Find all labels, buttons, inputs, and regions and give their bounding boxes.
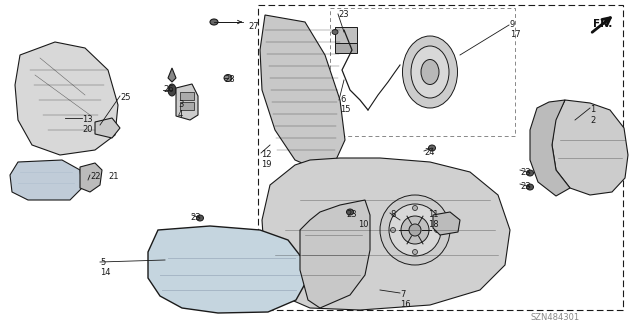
Ellipse shape <box>401 216 429 244</box>
Text: 5: 5 <box>100 258 105 267</box>
Text: 23: 23 <box>520 168 531 177</box>
Text: 28: 28 <box>224 75 235 84</box>
Text: 1: 1 <box>590 105 595 114</box>
Text: 10: 10 <box>358 220 369 229</box>
Text: 3: 3 <box>178 100 184 109</box>
Ellipse shape <box>413 205 417 211</box>
Ellipse shape <box>224 75 232 82</box>
PathPatch shape <box>148 226 306 313</box>
Text: 23: 23 <box>346 210 356 219</box>
Bar <box>335 43 357 53</box>
Text: 12: 12 <box>261 150 271 159</box>
Text: 4: 4 <box>178 110 183 119</box>
Text: SZN484301: SZN484301 <box>531 313 580 320</box>
Text: 7: 7 <box>400 290 405 299</box>
PathPatch shape <box>15 42 118 155</box>
PathPatch shape <box>262 158 510 310</box>
Bar <box>330 8 515 136</box>
Bar <box>180 92 194 100</box>
Ellipse shape <box>168 84 176 96</box>
Text: 14: 14 <box>100 268 111 277</box>
Text: 19: 19 <box>261 160 271 169</box>
Text: 26: 26 <box>163 85 173 94</box>
PathPatch shape <box>433 212 460 235</box>
Ellipse shape <box>389 204 441 256</box>
Ellipse shape <box>196 215 204 221</box>
Ellipse shape <box>355 219 362 226</box>
PathPatch shape <box>552 100 628 195</box>
Ellipse shape <box>403 36 458 108</box>
Text: 9: 9 <box>510 20 515 29</box>
Ellipse shape <box>527 170 534 176</box>
Text: 23: 23 <box>338 10 349 19</box>
Ellipse shape <box>413 250 417 254</box>
Ellipse shape <box>429 145 435 151</box>
Text: 8: 8 <box>390 210 396 219</box>
Text: 18: 18 <box>428 220 438 229</box>
PathPatch shape <box>176 84 198 120</box>
Ellipse shape <box>380 195 450 265</box>
Text: 20: 20 <box>82 125 93 134</box>
Text: FR.: FR. <box>593 19 612 29</box>
Text: 25: 25 <box>120 93 131 102</box>
Text: 23: 23 <box>190 213 200 222</box>
Ellipse shape <box>409 224 421 236</box>
Bar <box>180 102 194 110</box>
PathPatch shape <box>300 200 370 308</box>
Text: 23: 23 <box>520 182 531 191</box>
PathPatch shape <box>95 118 120 138</box>
Text: 21: 21 <box>108 172 118 181</box>
Ellipse shape <box>332 29 338 35</box>
Text: 6: 6 <box>340 95 346 104</box>
Ellipse shape <box>435 228 440 233</box>
Ellipse shape <box>346 209 353 215</box>
Text: 17: 17 <box>510 30 520 39</box>
Ellipse shape <box>210 19 218 25</box>
Text: 11: 11 <box>428 210 438 219</box>
Bar <box>335 27 357 43</box>
Text: 2: 2 <box>590 116 595 125</box>
PathPatch shape <box>530 100 570 196</box>
Ellipse shape <box>527 184 534 190</box>
Ellipse shape <box>390 228 396 233</box>
Text: 13: 13 <box>82 115 93 124</box>
Bar <box>258 5 623 310</box>
Text: 16: 16 <box>400 300 411 309</box>
Text: 24: 24 <box>424 148 435 157</box>
Text: 27: 27 <box>248 22 259 31</box>
Text: 22: 22 <box>90 172 100 181</box>
Ellipse shape <box>411 46 449 98</box>
PathPatch shape <box>260 15 345 170</box>
PathPatch shape <box>10 160 82 200</box>
PathPatch shape <box>80 163 102 192</box>
Text: 15: 15 <box>340 105 351 114</box>
PathPatch shape <box>168 68 176 82</box>
Ellipse shape <box>421 60 439 84</box>
